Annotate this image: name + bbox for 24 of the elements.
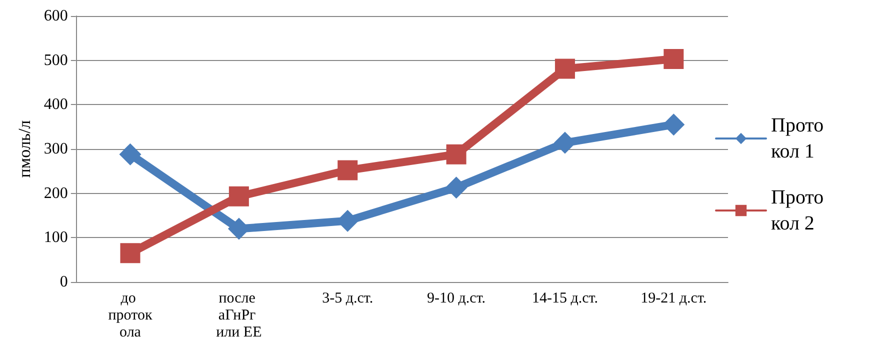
- x-tick-label: 3-5 д.ст.: [322, 290, 374, 306]
- x-tick-label: до протокола: [108, 290, 153, 340]
- point: [445, 176, 468, 199]
- legend-label: Протокол 2: [771, 186, 824, 234]
- y-axis-title: пмоль/л: [15, 120, 34, 178]
- point: [119, 143, 142, 166]
- x-tick-label: после аГнРг или ЕЕ: [216, 290, 262, 340]
- point: [446, 144, 466, 164]
- y-tick-label: 200: [44, 184, 68, 202]
- y-tick-label: 0: [60, 274, 68, 290]
- point: [554, 58, 575, 79]
- point: [228, 186, 249, 206]
- x-tick-label: 14-15 д.ст.: [532, 290, 598, 306]
- point: [338, 160, 358, 180]
- y-tick-label: 600: [44, 8, 68, 24]
- legend-label: Протокол 1: [771, 114, 824, 162]
- x-tick-label: 19-21 д.ст.: [640, 290, 707, 306]
- x-tick-label: 9-10 д.ст.: [427, 290, 486, 306]
- point: [120, 243, 140, 264]
- y-tick-label: 100: [44, 229, 68, 246]
- y-tick-label: 300: [44, 140, 68, 158]
- y-tick-label: 400: [44, 96, 68, 114]
- y-tick-label: 500: [44, 52, 68, 69]
- point: [664, 49, 684, 70]
